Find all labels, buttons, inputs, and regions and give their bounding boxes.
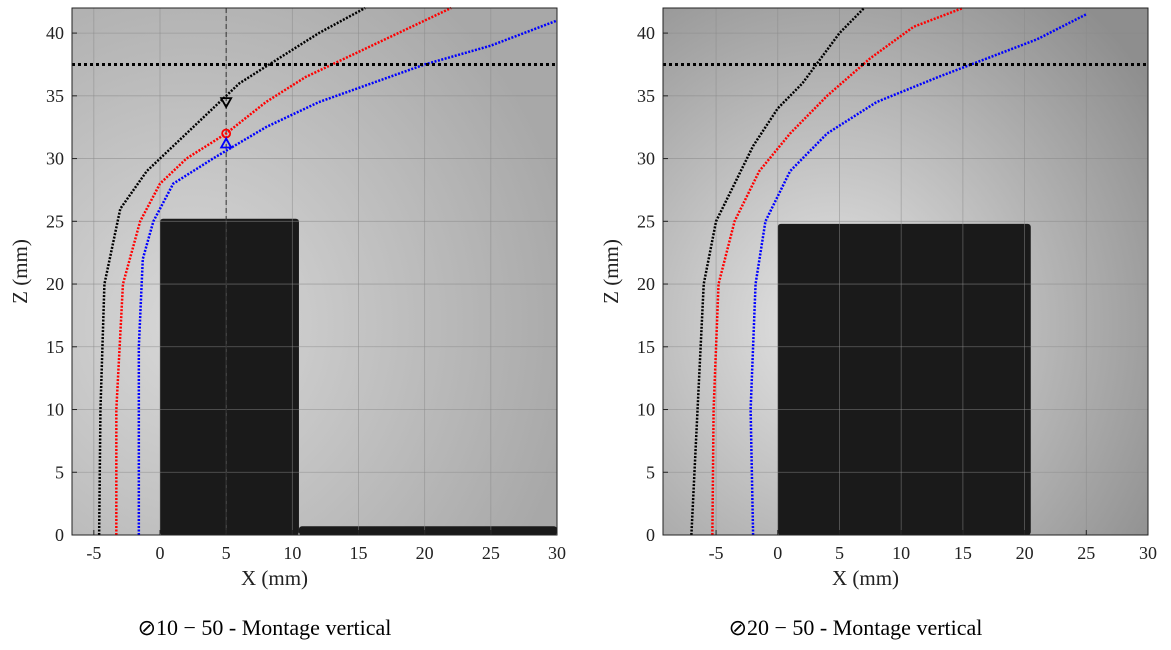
y-tick-label: 35	[46, 86, 64, 106]
specimen	[160, 218, 299, 536]
x-tick-label: 20	[1016, 543, 1034, 563]
y-axis-label: Z (mm)	[8, 239, 32, 304]
y-tick-label: 10	[637, 400, 655, 420]
y-tick-label: 40	[637, 23, 655, 43]
y-tick-label: 30	[46, 149, 64, 169]
x-tick-label: 0	[156, 543, 165, 563]
x-tick-label: 10	[283, 543, 301, 563]
x-tick-label: 25	[1077, 543, 1095, 563]
x-tick-label: 5	[222, 543, 231, 563]
x-tick-label: 15	[954, 543, 972, 563]
x-tick-label: 20	[416, 543, 434, 563]
marker	[219, 97, 233, 109]
caption: ⊘10 − 50 - Montage vertical	[138, 615, 392, 640]
edge-curve	[137, 19, 558, 535]
specimen	[298, 526, 557, 535]
y-tick-label: 15	[46, 337, 64, 357]
x-tick-label: 10	[892, 543, 910, 563]
y-tick-label: 35	[637, 86, 655, 106]
x-tick-label: 0	[773, 543, 782, 563]
y-tick-label: 5	[646, 462, 655, 482]
y-tick-label: 10	[46, 400, 64, 420]
plot: -5 0 5 10 15 20 25 30 0 5 10 15 20 25 30 35 40 X (mm) Z (m…	[8, 6, 566, 640]
x-tick-label: 5	[835, 543, 844, 563]
x-tick-label: 15	[350, 543, 368, 563]
x-tick-label: 25	[482, 543, 500, 563]
axes-frame	[662, 7, 1149, 536]
y-tick-label: 5	[55, 462, 64, 482]
y-tick-label: 20	[46, 274, 64, 294]
y-tick-label: 30	[637, 149, 655, 169]
x-tick-label: -5	[86, 543, 101, 563]
specimen	[777, 223, 1031, 536]
y-tick-label: 40	[46, 23, 64, 43]
y-tick-label: 0	[55, 525, 64, 545]
x-tick-label: -5	[709, 543, 724, 563]
x-tick-label: 30	[548, 543, 566, 563]
plot: -5 0 5 10 15 20 25 30 0 5 10 15 20 25 30 35 40 X (mm) Z (m…	[599, 6, 1157, 640]
y-tick-label: 25	[637, 211, 655, 231]
x-axis-label: X (mm)	[832, 566, 899, 590]
edge-curve	[690, 7, 866, 536]
x-axis-label: X (mm)	[241, 566, 308, 590]
edge-curve	[97, 6, 366, 536]
y-tick-label: 15	[637, 337, 655, 357]
caption: ⊘20 − 50 - Montage vertical	[729, 615, 983, 640]
y-tick-label: 20	[637, 274, 655, 294]
y-tick-label: 0	[646, 525, 655, 545]
axes-frame	[71, 7, 558, 536]
edge-curve	[711, 6, 964, 536]
y-tick-label: 25	[46, 211, 64, 231]
edge-curve	[115, 6, 452, 535]
marker	[219, 136, 233, 149]
y-axis-label: Z (mm)	[599, 239, 623, 304]
image-background	[72, 8, 557, 535]
x-tick-label: 30	[1139, 543, 1157, 563]
